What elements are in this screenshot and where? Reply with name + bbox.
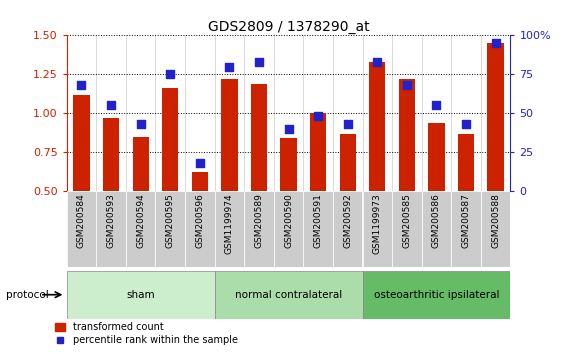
Point bbox=[284, 126, 293, 132]
Bar bbox=[369, 62, 386, 191]
Point bbox=[195, 160, 204, 166]
Bar bbox=[126, 191, 155, 267]
Title: GDS2809 / 1378290_at: GDS2809 / 1378290_at bbox=[208, 21, 369, 34]
Bar bbox=[392, 191, 422, 267]
Bar bbox=[274, 191, 303, 267]
Bar bbox=[481, 191, 510, 267]
Bar bbox=[428, 122, 445, 191]
Point bbox=[136, 121, 145, 127]
Text: GSM200584: GSM200584 bbox=[77, 193, 86, 248]
Bar bbox=[333, 191, 362, 267]
Bar bbox=[244, 191, 274, 267]
Bar bbox=[310, 113, 327, 191]
Text: GSM200587: GSM200587 bbox=[462, 193, 470, 248]
Bar bbox=[451, 191, 481, 267]
Bar bbox=[221, 79, 238, 191]
Point bbox=[432, 103, 441, 108]
Bar bbox=[215, 271, 362, 319]
Bar bbox=[73, 95, 90, 191]
Point bbox=[462, 121, 471, 127]
Bar bbox=[362, 271, 510, 319]
Point bbox=[313, 114, 322, 119]
Bar bbox=[280, 138, 297, 191]
Text: GSM200590: GSM200590 bbox=[284, 193, 293, 248]
Bar bbox=[422, 191, 451, 267]
Text: GSM200591: GSM200591 bbox=[314, 193, 322, 248]
Text: osteoarthritic ipsilateral: osteoarthritic ipsilateral bbox=[374, 290, 499, 300]
Bar bbox=[215, 191, 244, 267]
Bar bbox=[251, 84, 267, 191]
Bar bbox=[487, 43, 504, 191]
Bar bbox=[132, 137, 149, 191]
Text: GSM200595: GSM200595 bbox=[166, 193, 175, 248]
Legend: transformed count, percentile rank within the sample: transformed count, percentile rank withi… bbox=[51, 319, 241, 349]
Text: GSM1199974: GSM1199974 bbox=[225, 193, 234, 254]
Text: GSM200596: GSM200596 bbox=[195, 193, 204, 248]
Bar bbox=[398, 79, 415, 191]
Point bbox=[372, 59, 382, 65]
Point bbox=[224, 64, 234, 69]
Bar bbox=[303, 191, 333, 267]
Text: GSM200586: GSM200586 bbox=[432, 193, 441, 248]
Text: sham: sham bbox=[126, 290, 155, 300]
Text: GSM1199973: GSM1199973 bbox=[373, 193, 382, 254]
Point bbox=[77, 82, 86, 88]
Bar bbox=[362, 191, 392, 267]
Bar bbox=[103, 118, 119, 191]
Text: GSM200592: GSM200592 bbox=[343, 193, 352, 248]
Text: protocol: protocol bbox=[6, 290, 49, 300]
Point bbox=[255, 59, 264, 65]
Bar bbox=[67, 271, 215, 319]
Text: GSM200589: GSM200589 bbox=[255, 193, 263, 248]
Text: GSM200593: GSM200593 bbox=[107, 193, 115, 248]
Point bbox=[107, 103, 116, 108]
Point bbox=[343, 121, 352, 127]
Bar bbox=[96, 191, 126, 267]
Bar bbox=[185, 191, 215, 267]
Point bbox=[166, 72, 175, 77]
Point bbox=[491, 40, 500, 46]
Bar bbox=[339, 133, 356, 191]
Text: normal contralateral: normal contralateral bbox=[235, 290, 342, 300]
Bar bbox=[67, 191, 96, 267]
Point bbox=[403, 82, 412, 88]
Text: GSM200594: GSM200594 bbox=[136, 193, 145, 248]
Bar bbox=[155, 191, 185, 267]
Bar bbox=[458, 133, 474, 191]
Bar bbox=[191, 172, 208, 191]
Text: GSM200585: GSM200585 bbox=[403, 193, 411, 248]
Text: GSM200588: GSM200588 bbox=[491, 193, 500, 248]
Bar bbox=[162, 88, 179, 191]
